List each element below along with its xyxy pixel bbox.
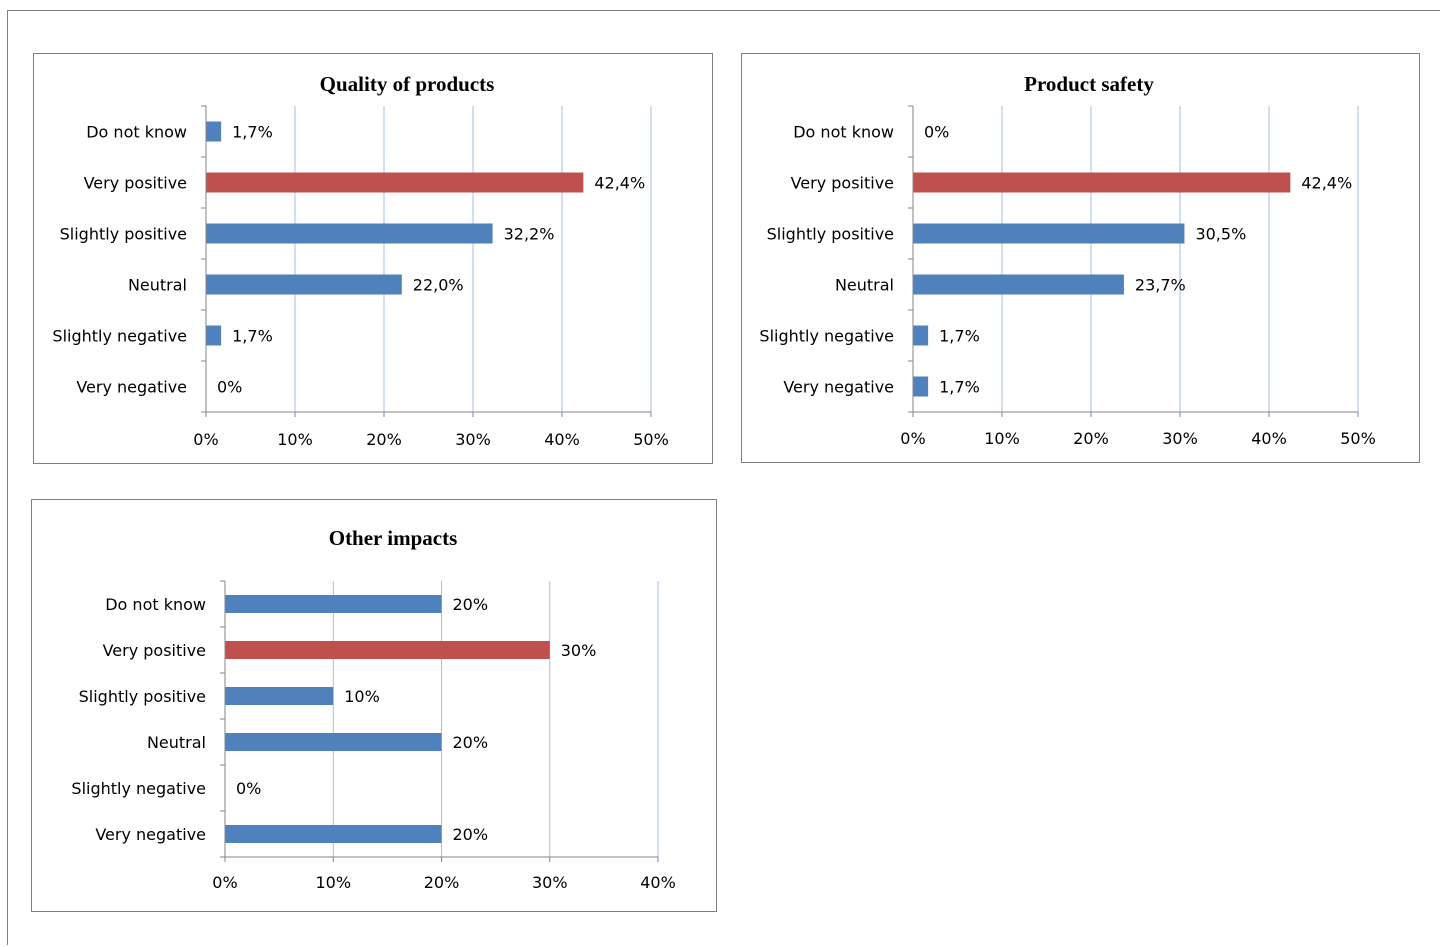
bar-neutral [913,274,1124,295]
category-label-neutral: Neutral [835,276,894,295]
chart-title: Quality of products [320,72,495,96]
bar-very-negative [913,376,929,397]
value-label-slightly-positive: 10% [344,687,380,706]
bar-very-positive [913,172,1291,193]
bar-slightly-negative [206,325,222,346]
category-label-very-positive: Very positive [84,174,187,193]
category-label-do-not-know: Do not know [86,123,187,142]
category-label-very-negative: Very negative [95,825,206,844]
value-label-neutral: 20% [453,733,489,752]
category-label-very-positive: Very positive [103,641,206,660]
chart-product-safety: Product safety Do not know Very positive Sl… [741,53,1420,463]
bar-slightly-positive [206,223,493,244]
value-label-slightly-negative: 1,7% [232,327,273,346]
x-tick-label-0: 0% [900,429,925,448]
value-label-very-negative: 0% [217,378,242,397]
chart-other-impacts-svg: Other impacts Do not know Very positive Sli… [71,526,676,892]
category-label-slightly-positive: Slightly positive [79,687,206,706]
category-label-very-positive: Very positive [791,174,894,193]
x-tick-label-0: 0% [193,430,218,449]
x-tick-label-20: 20% [424,873,460,892]
category-label-slightly-negative: Slightly negative [52,327,187,346]
value-label-very-positive: 42,4% [594,174,645,193]
category-label-neutral: Neutral [147,733,206,752]
chart-quality-of-products: Quality of products Do not know Very posit… [33,53,713,464]
value-label-slightly-negative: 1,7% [939,327,980,346]
x-tick-label-40: 40% [544,430,580,449]
x-tick-label-10: 10% [277,430,313,449]
x-tick-label-30: 30% [455,430,491,449]
value-label-very-positive: 30% [561,641,597,660]
category-label-slightly-positive: Slightly positive [767,225,894,244]
x-tick-label-30: 30% [1162,429,1198,448]
value-label-very-negative: 1,7% [939,378,980,397]
x-tick-label-0: 0% [212,873,237,892]
bar-very-negative [225,825,442,843]
category-label-neutral: Neutral [128,276,187,295]
category-label-very-negative: Very negative [76,378,187,397]
x-tick-label-50: 50% [633,430,669,449]
chart-quality-of-products-svg: Quality of products Do not know Very posit… [52,72,669,449]
bar-neutral [225,733,442,751]
x-tick-label-40: 40% [1251,429,1287,448]
category-label-slightly-negative: Slightly negative [759,327,894,346]
bar-slightly-positive [913,223,1185,244]
value-label-neutral: 23,7% [1135,276,1186,295]
x-tick-label-30: 30% [532,873,568,892]
category-label-do-not-know: Do not know [793,123,894,142]
bar-neutral [206,274,402,295]
x-tick-label-20: 20% [1073,429,1109,448]
value-label-do-not-know: 20% [453,595,489,614]
value-label-do-not-know: 1,7% [232,123,273,142]
page-border [7,10,1440,945]
category-label-slightly-positive: Slightly positive [60,225,187,244]
x-tick-label-40: 40% [640,873,676,892]
category-label-very-negative: Very negative [783,378,894,397]
bar-slightly-negative [913,325,929,346]
category-label-slightly-negative: Slightly negative [71,779,206,798]
value-label-slightly-negative: 0% [236,779,261,798]
bar-very-positive [206,172,584,193]
chart-other-impacts: Other impacts Do not know Very positive Sli… [31,499,717,912]
value-label-slightly-positive: 30,5% [1195,225,1246,244]
value-label-do-not-know: 0% [924,123,949,142]
value-label-very-positive: 42,4% [1301,174,1352,193]
x-tick-label-50: 50% [1340,429,1376,448]
chart-product-safety-svg: Product safety Do not know Very positive Sl… [759,72,1376,448]
chart-title: Product safety [1024,72,1154,96]
value-label-very-negative: 20% [453,825,489,844]
bar-do-not-know [225,595,442,613]
x-tick-label-20: 20% [366,430,402,449]
chart-title: Other impacts [329,526,458,550]
category-label-do-not-know: Do not know [105,595,206,614]
x-tick-label-10: 10% [315,873,351,892]
value-label-slightly-positive: 32,2% [504,225,555,244]
bar-do-not-know [206,121,222,142]
bar-slightly-positive [225,687,334,705]
bar-very-positive [225,641,550,659]
x-tick-label-10: 10% [984,429,1020,448]
value-label-neutral: 22,0% [413,276,464,295]
